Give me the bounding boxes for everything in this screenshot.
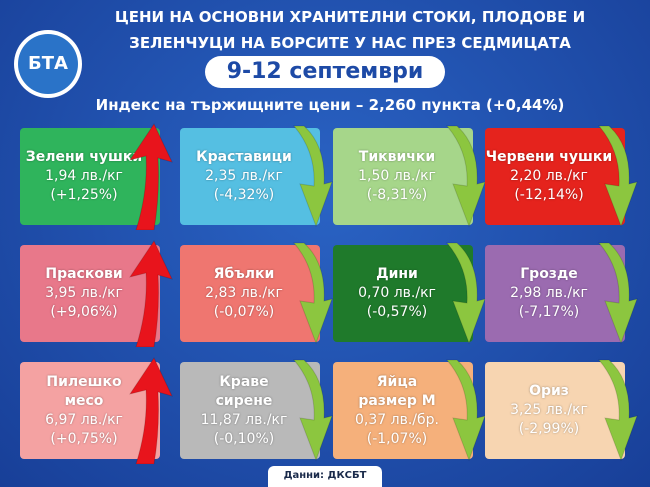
change: (-1,07%): [366, 430, 428, 447]
down-arrow: [597, 242, 638, 345]
tile-text: Червени чушки 2,20 лв./кг (-12,14%): [485, 128, 613, 225]
product-name: размер М: [358, 392, 436, 409]
tile-text: Праскови 3,95 лв./кг (+9,06%): [20, 245, 148, 342]
change: (-0,57%): [366, 304, 428, 320]
up-arrow: [128, 356, 173, 464]
product-tile: Краве сирене 11,87 лв./кг (-0,10%): [180, 362, 320, 459]
tile-text: Ябълки 2,83 лв./кг (-0,07%): [180, 245, 308, 342]
price: 0,37 лв./бр.: [355, 411, 439, 428]
down-arrow: [597, 359, 638, 462]
down-arrow: [445, 242, 486, 345]
product-name: Краве: [219, 373, 269, 390]
change: (-12,14%): [514, 187, 584, 203]
change: (-8,31%): [366, 187, 428, 203]
date: 9-12 септември: [205, 56, 445, 88]
tile-text: Дини 0,70 лв./кг (-0,57%): [333, 245, 461, 342]
up-arrow: [128, 122, 173, 230]
tile-text: Зелени чушки 1,94 лв./кг (+1,25%): [20, 128, 148, 225]
change: (-0,10%): [213, 430, 275, 447]
up-arrow: [128, 239, 173, 347]
tile-text: Яйца размер М 0,37 лв./бр. (-1,07%): [333, 362, 461, 459]
down-arrow: [292, 359, 333, 462]
arrow-shape: [128, 122, 173, 230]
change: (-4,32%): [213, 187, 275, 203]
index: Индекс на тържищните цени – 2,260 пункта…: [95, 96, 565, 114]
price: 3,25 лв./кг: [510, 402, 588, 418]
price: 1,94 лв./кг: [45, 168, 123, 184]
product-name: Пилешко: [46, 373, 122, 390]
footer: Данни: ДКСБТ: [268, 466, 382, 487]
product-tile: Ориз 3,25 лв./кг (-2,99%): [485, 362, 625, 459]
arrow-shape: [445, 242, 486, 345]
product-name: Грозде: [520, 266, 578, 282]
price: 2,98 лв./кг: [510, 285, 588, 301]
arrow-shape: [128, 239, 173, 347]
product-tile: Червени чушки 2,20 лв./кг (-12,14%): [485, 128, 625, 225]
arrow-shape: [597, 125, 638, 228]
product-name: Праскови: [45, 266, 123, 282]
title-line: ЗЕЛЕНЧУЦИ НА БОРСИТЕ У НАС ПРЕЗ СЕДМИЦАТ…: [129, 34, 571, 52]
product-name: Дини: [376, 266, 418, 282]
product-tile: Яйца размер М 0,37 лв./бр. (-1,07%): [333, 362, 473, 459]
price: 1,50 лв./кг: [358, 168, 436, 184]
price: 2,83 лв./кг: [205, 285, 283, 301]
product-tile: Тиквички 1,50 лв./кг (-8,31%): [333, 128, 473, 225]
arrow-shape: [445, 359, 486, 462]
down-arrow: [292, 125, 333, 228]
arrow-shape: [445, 125, 486, 228]
change: (-2,99%): [518, 421, 580, 437]
down-arrow: [597, 125, 638, 228]
arrow-shape: [597, 242, 638, 345]
down-arrow: [445, 125, 486, 228]
tile-text: Пилешко месо 6,97 лв./кг (+0,75%): [20, 362, 148, 459]
tile-text: Краставици 2,35 лв./кг (-4,32%): [180, 128, 308, 225]
product-tile: Праскови 3,95 лв./кг (+9,06%): [20, 245, 160, 342]
change: (+1,25%): [50, 187, 118, 203]
change: (-7,17%): [518, 304, 580, 320]
arrow-shape: [597, 359, 638, 462]
price: 2,35 лв./кг: [205, 168, 283, 184]
product-name: Краставици: [196, 149, 292, 165]
price: 2,20 лв./кг: [510, 168, 588, 184]
product-name: месо: [64, 392, 104, 409]
logo: БТА: [18, 34, 78, 94]
arrow-shape: [292, 359, 333, 462]
arrow-shape: [292, 125, 333, 228]
product-name: Яйца: [376, 373, 418, 390]
tile-text: Тиквички 1,50 лв./кг (-8,31%): [333, 128, 461, 225]
product-name: сирене: [215, 392, 273, 409]
product-tile: Дини 0,70 лв./кг (-0,57%): [333, 245, 473, 342]
arrow-shape: [292, 242, 333, 345]
product-name: Зелени чушки: [25, 149, 143, 165]
tile-text: Краве сирене 11,87 лв./кг (-0,10%): [180, 362, 308, 459]
product-tile: Зелени чушки 1,94 лв./кг (+1,25%): [20, 128, 160, 225]
price: 3,95 лв./кг: [45, 285, 123, 301]
product-tile: Краставици 2,35 лв./кг (-4,32%): [180, 128, 320, 225]
price: 6,97 лв./кг: [45, 411, 123, 428]
down-arrow: [445, 359, 486, 462]
change: (+9,06%): [50, 304, 118, 320]
product-name: Ябълки: [213, 266, 275, 282]
price: 11,87 лв./кг: [200, 411, 288, 428]
tile-text: Ориз 3,25 лв./кг (-2,99%): [485, 362, 613, 459]
price: 0,70 лв./кг: [358, 285, 436, 301]
change: (+0,75%): [50, 430, 118, 447]
product-name: Ориз: [529, 383, 569, 399]
product-name: Червени чушки: [485, 149, 613, 165]
product-tile: Грозде 2,98 лв./кг (-7,17%): [485, 245, 625, 342]
product-tile: Пилешко месо 6,97 лв./кг (+0,75%): [20, 362, 160, 459]
product-tile: Ябълки 2,83 лв./кг (-0,07%): [180, 245, 320, 342]
down-arrow: [292, 242, 333, 345]
change: (-0,07%): [213, 304, 275, 320]
product-name: Тиквички: [358, 149, 436, 165]
arrow-shape: [128, 356, 173, 464]
tile-text: Грозде 2,98 лв./кг (-7,17%): [485, 245, 613, 342]
title-line: ЦЕНИ НА ОСНОВНИ ХРАНИТЕЛНИ СТОКИ, ПЛОДОВ…: [114, 8, 586, 26]
